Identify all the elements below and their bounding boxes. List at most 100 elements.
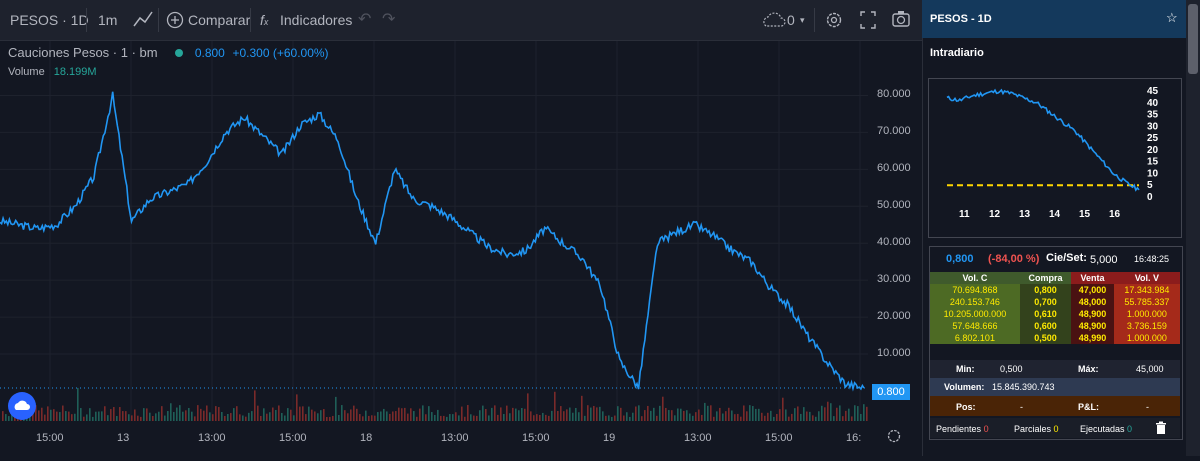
redo-icon[interactable]: ↷ [382, 11, 396, 28]
volume-bar [542, 412, 544, 421]
volume-bar [425, 414, 427, 421]
volume-bar [530, 411, 532, 421]
volume-bar [611, 416, 613, 421]
ejecutadas-label: Ejecutadas [1080, 424, 1125, 434]
volume-bar [470, 414, 472, 421]
panel-scrollbar[interactable] [1186, 0, 1200, 456]
volume-bar [578, 412, 580, 421]
axis-settings-gear-icon[interactable] [884, 426, 904, 446]
volume-bar [554, 391, 556, 421]
volume-bar [362, 416, 364, 421]
volume-bar [794, 408, 796, 421]
star-icon[interactable]: ☆ [1166, 10, 1178, 25]
volume-bar [113, 407, 115, 421]
table-row[interactable]: 10.205.000.000 0,610 48,900 1.000.000 [930, 308, 1180, 320]
volume-bar [518, 410, 520, 421]
volume-bar [461, 406, 463, 421]
table-row[interactable]: 6.802.101 0,500 48,990 1.000.000 [930, 332, 1180, 344]
volume-bar [416, 416, 418, 421]
volume-bar [614, 415, 616, 421]
compra-cell: 0,800 [1019, 284, 1072, 296]
chart-type-icon[interactable] [132, 0, 154, 40]
pendientes-tab[interactable]: Pendientes 0 [936, 424, 989, 434]
volumen-label: Volumen: [944, 382, 985, 392]
compare-button[interactable]: Comparar [188, 12, 251, 28]
interval-selector[interactable]: 1m [98, 12, 118, 28]
volume-bar [473, 415, 475, 421]
top-toolbar [0, 0, 922, 41]
volume-bar [41, 407, 43, 421]
volume-bar [242, 415, 244, 421]
volume-bar [164, 415, 166, 421]
venta-cell: 48,900 [1071, 308, 1114, 320]
volume-bar [701, 414, 703, 421]
volume-bar [854, 405, 856, 421]
volume-bar [458, 415, 460, 421]
volume-bar [704, 402, 706, 421]
undo-icon[interactable]: ↶ [358, 11, 372, 28]
time-tick-label: 18 [360, 432, 373, 444]
vol-v-cell: 1.000.000 [1113, 308, 1180, 320]
volume-bar [698, 409, 700, 421]
vol-v-cell: 17.343.984 [1113, 284, 1180, 296]
volume-bar [176, 407, 178, 421]
min-max-row [930, 360, 1180, 378]
volume-bar [341, 405, 343, 421]
trash-icon[interactable] [1155, 421, 1167, 435]
volume-bar [467, 405, 469, 421]
camera-icon[interactable] [890, 0, 912, 40]
symbol-selector[interactable]: PESOS · 1D [10, 12, 89, 28]
ejecutadas-tab[interactable]: Ejecutadas 0 [1080, 424, 1132, 434]
volume-bar [194, 416, 196, 421]
volume-bar [116, 416, 118, 421]
volume-bar [131, 415, 133, 421]
volume-bar [233, 408, 235, 421]
compra-cell: 0,700 [1019, 296, 1072, 308]
volume-bar [752, 406, 754, 421]
last-price-label: 0.800 [872, 384, 910, 400]
chevron-down-icon[interactable]: ▾ [800, 15, 805, 25]
scrollbar-thumb[interactable] [1188, 4, 1198, 74]
ejecutadas-count: 0 [1127, 424, 1133, 434]
parciales-label: Parciales [1014, 424, 1052, 434]
logo-cloud-icon[interactable] [8, 392, 36, 420]
volume-bar [74, 413, 76, 421]
volume-bar [347, 413, 349, 421]
volume-bar [89, 408, 91, 421]
time-tick-label: 19 [603, 432, 616, 444]
gear-icon[interactable] [824, 0, 844, 40]
table-row[interactable]: 57.648.666 0,600 48,900 3.736.159 [930, 320, 1180, 332]
volume-bar [413, 411, 415, 421]
volume-bar [827, 401, 829, 421]
volume-bar [344, 410, 346, 421]
table-row[interactable]: 240.153.746 0,700 48,000 55.785.337 [930, 296, 1180, 308]
time-tick-label: 13 [117, 432, 130, 444]
volume-bar [257, 405, 259, 421]
indicators-fx-icon[interactable]: fx [260, 12, 269, 28]
volume-bar [77, 387, 79, 421]
volume-bar [218, 407, 220, 421]
volume-bar [452, 414, 454, 421]
volume-bar [512, 407, 514, 421]
chart-area[interactable] [0, 41, 922, 456]
volume-bar [125, 411, 127, 421]
venta-cell: 47,000 [1071, 284, 1114, 296]
volume-bar [821, 405, 823, 421]
volume-bar [608, 415, 610, 421]
compare-plus-icon[interactable] [166, 0, 184, 40]
parciales-tab[interactable]: Parciales 0 [1014, 424, 1059, 434]
indicators-button[interactable]: Indicadores [280, 12, 353, 28]
volume-bar [224, 415, 226, 421]
volume-bar [356, 408, 358, 421]
volume-bar [623, 415, 625, 421]
intradiario-label: Intradiario [930, 47, 984, 59]
fullscreen-icon[interactable] [857, 0, 879, 40]
price-chart-svg[interactable] [0, 41, 922, 456]
volume-bar [308, 406, 310, 421]
volume-bar [284, 415, 286, 421]
volume-bar [536, 414, 538, 421]
volume-bar [134, 409, 136, 421]
cloud-icon[interactable] [760, 0, 786, 40]
volume-bar [770, 410, 772, 421]
table-row[interactable]: 70.694.868 0,800 47,000 17.343.984 [930, 284, 1180, 296]
